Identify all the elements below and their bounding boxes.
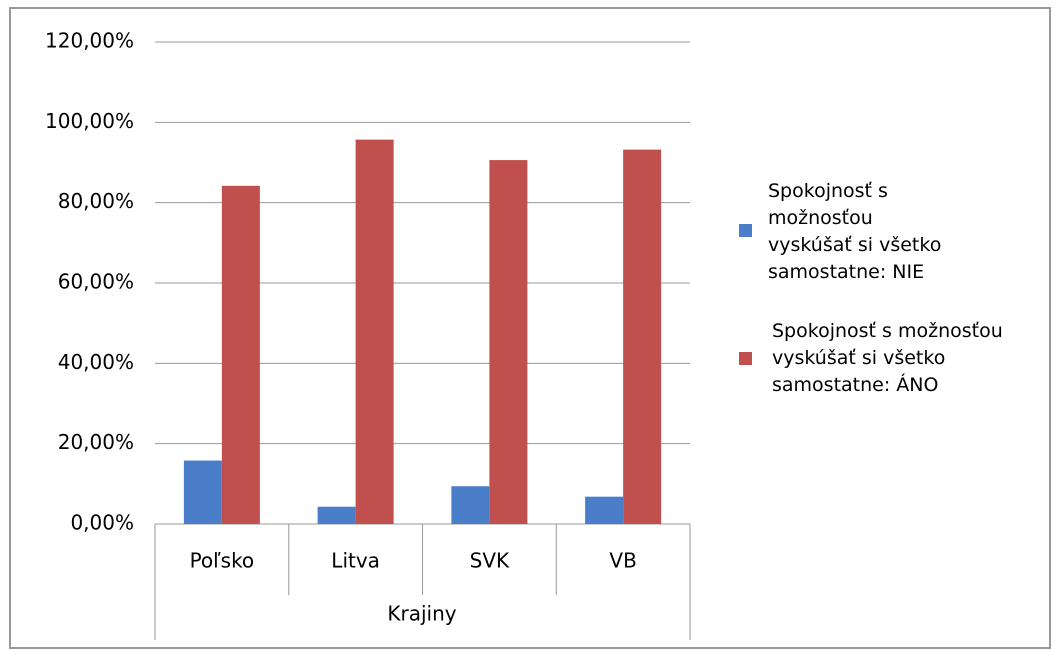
y-tick-label: 40,00% xyxy=(58,350,134,374)
y-tick-label: 100,00% xyxy=(45,109,134,133)
y-tick-label: 20,00% xyxy=(58,430,134,454)
y-tick-label: 0,00% xyxy=(70,511,134,535)
x-tick-label: SVK xyxy=(470,549,510,573)
y-tick-label: 80,00% xyxy=(58,189,134,213)
bar xyxy=(489,160,528,524)
bar xyxy=(451,486,490,524)
bar xyxy=(355,139,394,525)
legend-label: Spokojnosť s možnosťou vyskúšať si všetk… xyxy=(768,180,942,283)
bar xyxy=(623,149,662,524)
legend-label: Spokojnosť s možnosťou vyskúšať si všetk… xyxy=(772,320,1003,396)
x-tick-label: Poľsko xyxy=(190,549,255,573)
x-tick-label: VB xyxy=(609,549,636,573)
bar xyxy=(221,185,260,524)
y-tick-label: 120,00% xyxy=(45,29,134,53)
legend-swatch xyxy=(739,352,752,365)
bar xyxy=(317,506,356,524)
x-tick-label: Litva xyxy=(331,549,380,573)
bar xyxy=(585,496,624,524)
x-axis-title: Krajiny xyxy=(387,602,456,626)
bar xyxy=(183,460,222,524)
y-tick-label: 60,00% xyxy=(58,270,134,294)
frame xyxy=(9,7,1051,649)
legend-swatch xyxy=(739,224,752,237)
